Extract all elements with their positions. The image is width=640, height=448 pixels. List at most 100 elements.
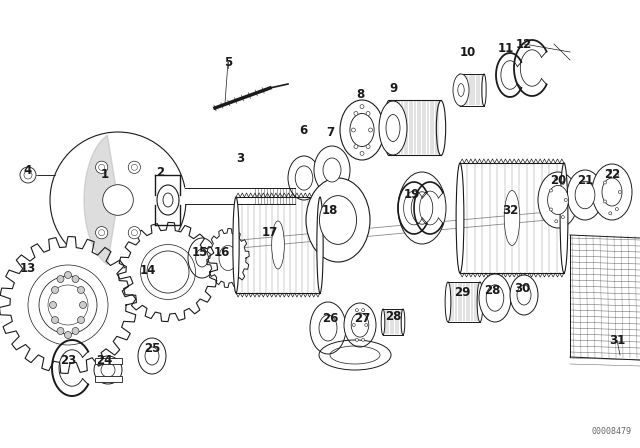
Ellipse shape xyxy=(157,185,179,215)
Text: 13: 13 xyxy=(20,262,36,275)
Ellipse shape xyxy=(233,197,239,293)
Ellipse shape xyxy=(77,287,84,293)
Ellipse shape xyxy=(310,302,346,354)
Ellipse shape xyxy=(344,303,376,347)
Ellipse shape xyxy=(145,347,159,365)
Ellipse shape xyxy=(57,276,64,283)
Text: 3: 3 xyxy=(236,151,244,164)
Ellipse shape xyxy=(323,158,341,182)
Ellipse shape xyxy=(51,287,58,293)
Text: 4: 4 xyxy=(24,164,32,177)
Ellipse shape xyxy=(550,189,552,192)
Text: 10: 10 xyxy=(460,46,476,59)
Text: 1: 1 xyxy=(101,168,109,181)
Ellipse shape xyxy=(314,146,350,194)
Text: 32: 32 xyxy=(502,203,518,216)
Ellipse shape xyxy=(616,173,618,177)
Text: 27: 27 xyxy=(354,311,370,324)
Ellipse shape xyxy=(340,100,384,160)
Text: 25: 25 xyxy=(144,341,160,354)
Polygon shape xyxy=(84,135,118,265)
Ellipse shape xyxy=(564,198,567,202)
Ellipse shape xyxy=(350,113,374,146)
Ellipse shape xyxy=(51,316,58,323)
Ellipse shape xyxy=(555,220,558,223)
Ellipse shape xyxy=(398,172,446,244)
Text: 26: 26 xyxy=(322,311,338,324)
Ellipse shape xyxy=(365,323,368,327)
Text: 31: 31 xyxy=(609,333,625,346)
Ellipse shape xyxy=(504,190,520,246)
Ellipse shape xyxy=(354,112,358,116)
Text: 23: 23 xyxy=(60,353,76,366)
Text: 17: 17 xyxy=(262,225,278,238)
Polygon shape xyxy=(95,358,122,364)
Ellipse shape xyxy=(479,274,511,322)
Ellipse shape xyxy=(362,338,365,341)
Ellipse shape xyxy=(604,181,607,184)
Ellipse shape xyxy=(456,163,464,273)
Ellipse shape xyxy=(128,161,140,173)
Ellipse shape xyxy=(219,246,237,271)
Ellipse shape xyxy=(79,302,86,309)
Ellipse shape xyxy=(50,132,186,268)
Ellipse shape xyxy=(102,185,133,215)
Ellipse shape xyxy=(65,271,72,279)
Ellipse shape xyxy=(561,215,564,219)
Ellipse shape xyxy=(352,323,355,327)
Ellipse shape xyxy=(57,327,64,335)
Ellipse shape xyxy=(592,164,632,220)
Ellipse shape xyxy=(95,227,108,239)
Ellipse shape xyxy=(609,169,612,172)
Text: 14: 14 xyxy=(140,263,156,276)
Ellipse shape xyxy=(65,332,72,339)
Text: 18: 18 xyxy=(322,203,338,216)
Text: 7: 7 xyxy=(326,125,334,138)
Ellipse shape xyxy=(306,178,370,262)
Ellipse shape xyxy=(412,192,433,224)
Ellipse shape xyxy=(188,238,216,278)
Ellipse shape xyxy=(20,167,36,183)
Ellipse shape xyxy=(366,112,370,116)
Polygon shape xyxy=(118,223,218,322)
Ellipse shape xyxy=(351,313,369,337)
Text: 00008479: 00008479 xyxy=(592,427,632,436)
Ellipse shape xyxy=(453,74,469,106)
Ellipse shape xyxy=(604,200,607,203)
Ellipse shape xyxy=(94,356,122,384)
Ellipse shape xyxy=(575,181,595,209)
Ellipse shape xyxy=(72,276,79,283)
Ellipse shape xyxy=(360,151,364,155)
Polygon shape xyxy=(207,228,249,288)
Ellipse shape xyxy=(618,190,621,194)
Text: 16: 16 xyxy=(214,246,230,258)
Text: 12: 12 xyxy=(516,38,532,51)
Ellipse shape xyxy=(517,285,531,305)
Ellipse shape xyxy=(561,181,564,185)
Ellipse shape xyxy=(486,285,504,311)
Text: 5: 5 xyxy=(224,56,232,69)
Ellipse shape xyxy=(355,338,358,341)
Ellipse shape xyxy=(548,185,568,215)
Polygon shape xyxy=(185,188,295,204)
Text: 30: 30 xyxy=(514,281,530,294)
Text: 24: 24 xyxy=(96,353,112,366)
Text: 28: 28 xyxy=(385,310,401,323)
Ellipse shape xyxy=(609,212,612,215)
Ellipse shape xyxy=(386,115,400,142)
Text: 28: 28 xyxy=(484,284,500,297)
Text: 21: 21 xyxy=(577,173,593,186)
Ellipse shape xyxy=(538,172,578,228)
Ellipse shape xyxy=(616,207,618,211)
Text: 22: 22 xyxy=(604,168,620,181)
Polygon shape xyxy=(0,237,136,374)
Ellipse shape xyxy=(319,315,337,341)
Ellipse shape xyxy=(458,84,464,96)
Ellipse shape xyxy=(366,145,370,149)
Ellipse shape xyxy=(39,276,97,334)
Text: 6: 6 xyxy=(299,124,307,137)
Ellipse shape xyxy=(369,128,372,132)
Text: 11: 11 xyxy=(498,42,514,55)
Text: 15: 15 xyxy=(192,246,208,258)
Text: 2: 2 xyxy=(156,165,164,178)
